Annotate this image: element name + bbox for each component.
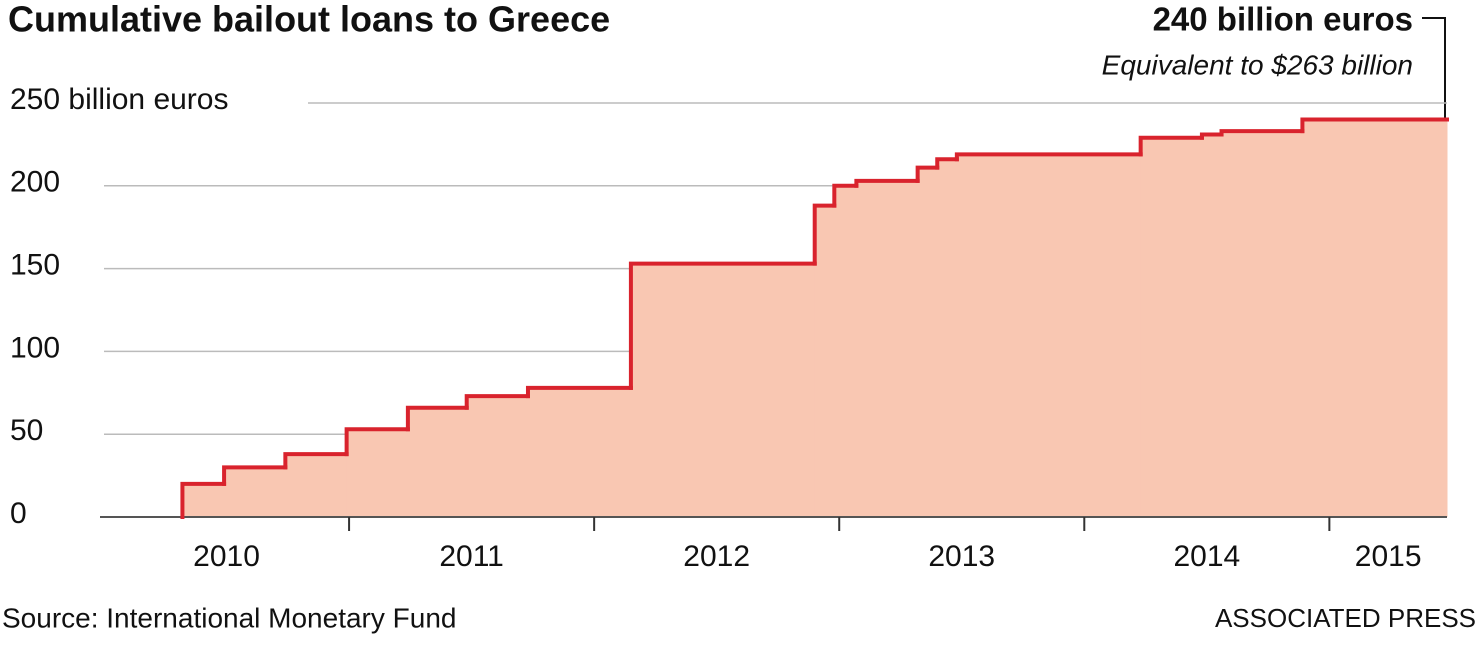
step-line <box>812 203 837 266</box>
y-tick-label: 150 <box>10 249 60 282</box>
area-segment <box>834 185 857 518</box>
step-line <box>954 152 1143 162</box>
step-line <box>464 394 530 410</box>
y-tick-label: 50 <box>10 414 43 447</box>
x-tick-label: 2012 <box>683 540 750 573</box>
chart-title: Cumulative bailout loans to Greece <box>8 0 610 40</box>
step-line <box>525 385 633 399</box>
x-tick-label: 2014 <box>1173 540 1240 573</box>
area-segment <box>1302 119 1448 517</box>
area-segment <box>917 167 938 518</box>
area-segment <box>1221 131 1303 518</box>
x-tick-label: 2013 <box>928 540 995 573</box>
area-segment <box>1201 134 1223 518</box>
x-tick-label: 2011 <box>439 540 504 573</box>
x-tick-label: 2015 <box>1355 540 1422 573</box>
credit: ASSOCIATED PRESS <box>1215 603 1476 633</box>
step-line <box>1219 129 1305 137</box>
step-line <box>1138 135 1204 157</box>
step-line <box>628 261 817 390</box>
area-segment <box>630 263 816 517</box>
y-tick-label: 0 <box>10 497 27 530</box>
step-line <box>915 165 940 183</box>
area-segment <box>937 159 958 517</box>
area-segment <box>814 205 835 517</box>
step-line <box>283 452 349 470</box>
step-line <box>854 178 920 188</box>
y-tick-label: 200 <box>10 166 60 199</box>
step-line <box>832 183 859 208</box>
source: Source: International Monetary Fund <box>2 602 456 633</box>
area-segment <box>956 154 1142 517</box>
step-line <box>344 427 410 457</box>
area-segment <box>856 180 919 517</box>
area-segment <box>466 396 529 517</box>
step-line <box>1300 117 1449 134</box>
area-segment <box>285 454 348 517</box>
step-line <box>935 157 959 170</box>
step-line <box>1199 132 1224 140</box>
step-line <box>222 465 288 486</box>
x-tick-label: 2010 <box>193 540 260 573</box>
area-segment <box>182 483 225 517</box>
annotation-subtitle: Equivalent to $263 billion <box>1102 49 1413 80</box>
annotation: 240 billion euros <box>1153 1 1413 38</box>
area-segment <box>527 387 632 517</box>
step-line <box>180 481 227 519</box>
area-segment <box>1140 137 1203 517</box>
area-segment <box>346 429 409 517</box>
area-segment <box>407 407 468 517</box>
step-line <box>405 405 469 432</box>
y-tick-label: 250 billion euros <box>10 83 228 116</box>
area-segment <box>224 467 286 517</box>
annotation-bracket <box>1422 17 1446 118</box>
y-tick-label: 100 <box>10 331 60 364</box>
